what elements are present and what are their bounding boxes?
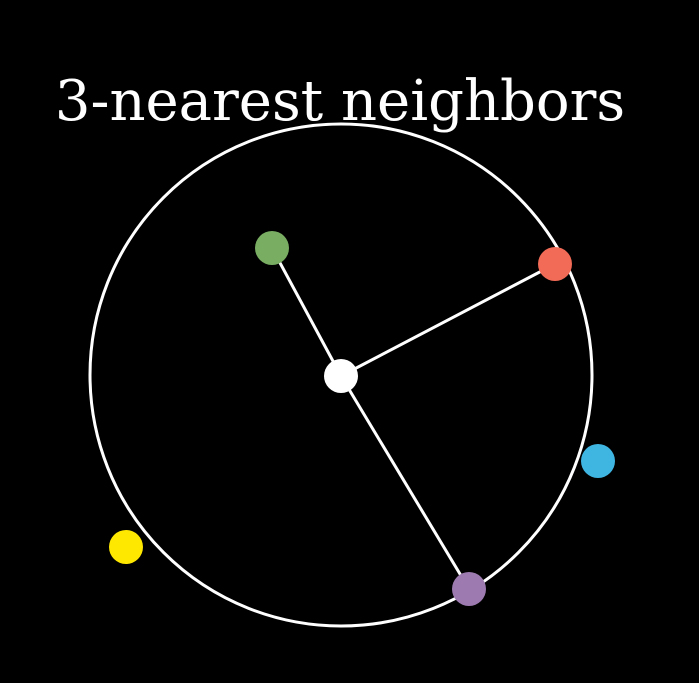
line-to-purple-neighbor: [339, 375, 471, 590]
query-point: [324, 359, 358, 393]
line-to-red-neighbor: [340, 262, 556, 378]
line-to-green-neighbor: [270, 247, 343, 377]
connector-lines: [270, 247, 556, 590]
green-neighbor-point: [255, 231, 289, 265]
blue-point: [581, 444, 615, 478]
neighborhood-circle: [88, 122, 594, 628]
points: [109, 231, 615, 606]
purple-neighbor-point: [452, 572, 486, 606]
red-neighbor-point: [538, 247, 572, 281]
yellow-point: [109, 530, 143, 564]
